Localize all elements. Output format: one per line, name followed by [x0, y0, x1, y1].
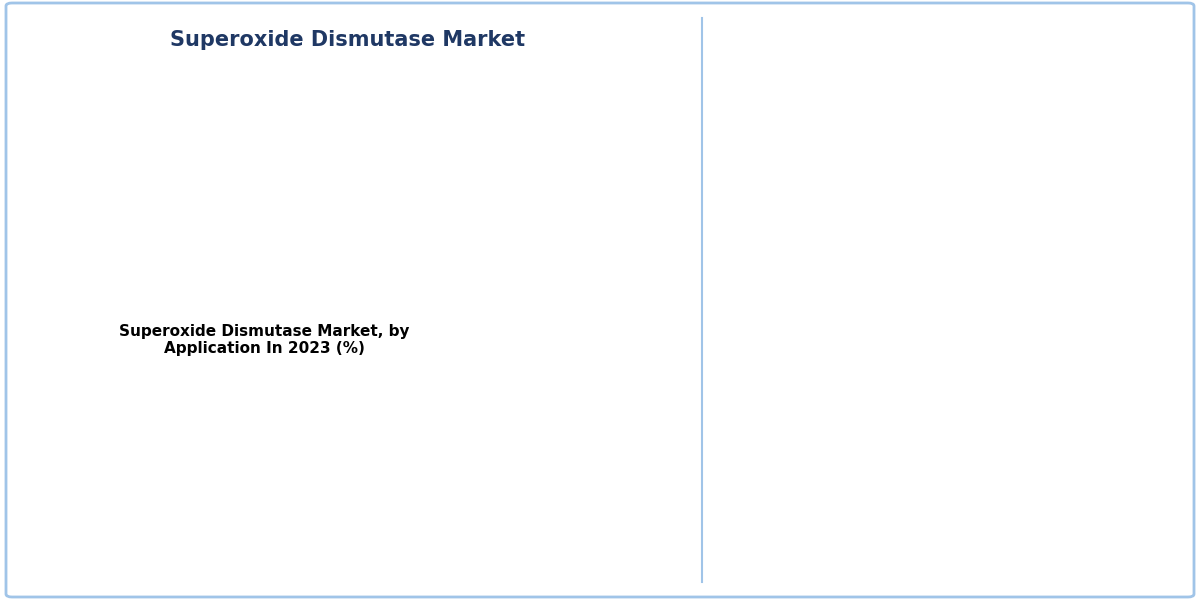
Title: Superoxide Dismutase Market, by End-
Use in 2023 (Bn): Superoxide Dismutase Market, by End- Use… — [817, 334, 1151, 367]
Text: Superoxide Dismutase Market: Superoxide Dismutase Market — [170, 30, 526, 50]
Text: 2023: 2023 — [817, 152, 868, 170]
Text: 2030: 2030 — [1028, 152, 1079, 170]
Title: Superoxide Dismutase Market Share, by
Region in 2023 (%): Superoxide Dismutase Market Share, by Re… — [223, 70, 569, 103]
Text: Superoxide Dismutase
Market Size: Superoxide Dismutase Market Size — [834, 42, 1062, 84]
Bar — [336, 141, 475, 207]
Bar — [589, 141, 652, 207]
Text: Billion: Billion — [895, 294, 944, 308]
Bar — [652, 141, 696, 207]
Text: USD 6.78: USD 6.78 — [1000, 220, 1108, 239]
Text: Superoxide Dismutase Market, by
Application In 2023 (%): Superoxide Dismutase Market, by Applicat… — [119, 324, 409, 356]
Bar — [804, 418, 1002, 494]
Wedge shape — [204, 355, 305, 529]
Legend: North America, Asia-Pacific, Europe, Middle East and Africa, South America: North America, Asia-Pacific, Europe, Mid… — [102, 292, 398, 344]
Bar — [96, 141, 336, 207]
Bar — [475, 141, 589, 207]
Wedge shape — [185, 456, 274, 557]
Text: USD 4.22: USD 4.22 — [788, 220, 896, 239]
Text: Market Size in: Market Size in — [788, 294, 890, 308]
Legend: Dietary Supplements, Cosmetics And Personal
Care, Other: Dietary Supplements, Cosmetics And Perso… — [356, 416, 529, 496]
Wedge shape — [103, 355, 204, 555]
